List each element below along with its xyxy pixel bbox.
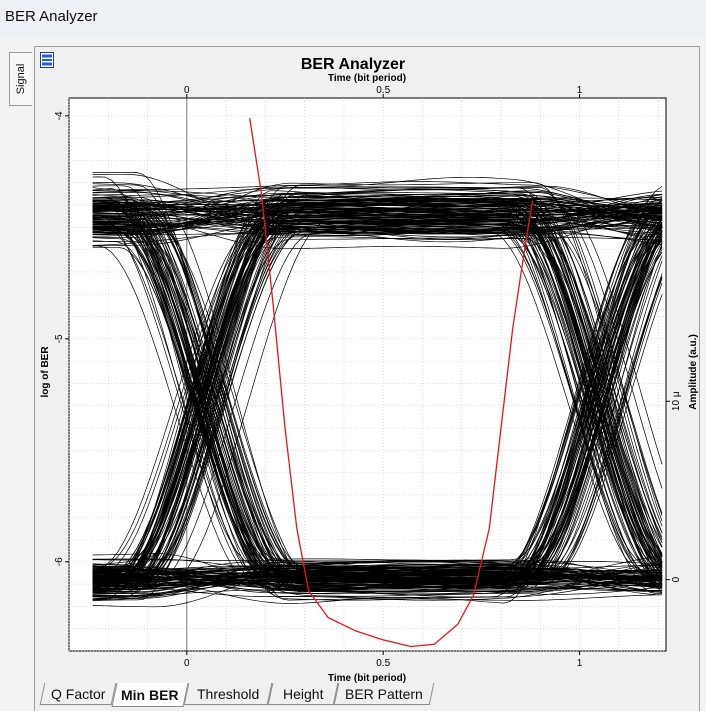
eye-trace	[92, 197, 663, 516]
eye-trace	[92, 224, 663, 578]
eye-trace	[92, 181, 663, 209]
tab-threshold[interactable]: Threshold	[183, 683, 273, 705]
eye-trace	[92, 200, 663, 587]
eye-trace	[92, 230, 663, 593]
window-titlebar: BER Analyzer	[0, 0, 706, 36]
eye-trace	[92, 576, 663, 585]
eye-trace	[92, 223, 663, 579]
tab-height[interactable]: Height	[267, 683, 339, 705]
eye-trace	[92, 204, 663, 583]
analyzer-window-icon[interactable]	[40, 52, 54, 68]
eye-trace	[92, 181, 663, 581]
y-tick-label-left: -6	[54, 557, 65, 566]
eye-trace	[92, 199, 663, 241]
eye-trace	[92, 232, 663, 600]
eye-trace	[92, 216, 663, 577]
y-tick-label-right: 0	[671, 576, 682, 582]
eye-trace	[92, 210, 663, 580]
x-tick-label-top: 0	[184, 85, 190, 96]
eye-trace	[92, 235, 663, 579]
tab-ber-pattern[interactable]: BER Pattern	[333, 683, 435, 705]
eye-traces	[92, 172, 663, 608]
eye-trace	[92, 216, 663, 582]
eye-trace	[92, 176, 663, 581]
eye-trace	[92, 210, 663, 593]
y-axis-label-right: Amplitude (a.u.)	[688, 334, 699, 410]
tab-height-label: Height	[282, 685, 324, 702]
eye-trace	[92, 198, 663, 581]
x-tick-label-bottom: 1	[577, 658, 583, 669]
x-axis-label-top: Time (bit period)	[328, 73, 406, 84]
tab-min-ber[interactable]: Min BER	[111, 683, 189, 707]
eye-trace	[92, 206, 663, 584]
eye-trace	[92, 188, 663, 591]
eye-trace	[92, 233, 663, 601]
y-tick-label-left: -5	[54, 334, 65, 343]
eye-trace	[92, 231, 663, 587]
eye-trace	[92, 211, 663, 568]
tab-ber-pattern-label: BER Pattern	[345, 685, 424, 702]
eye-trace	[92, 213, 663, 589]
eye-trace	[92, 207, 663, 232]
x-tick-label-bottom: 0.5	[376, 658, 390, 669]
eye-trace	[92, 213, 663, 250]
tab-q-factor-label: Q Factor	[50, 685, 106, 702]
window-title: BER Analyzer	[5, 8, 98, 25]
chart-title: BER Analyzer	[300, 56, 406, 73]
eye-trace	[92, 196, 663, 236]
eye-trace	[92, 186, 663, 527]
eye-trace	[92, 227, 663, 583]
eye-trace	[92, 190, 663, 591]
eye-trace	[92, 237, 663, 598]
eye-trace	[92, 207, 663, 601]
side-tab-signal[interactable]: Signal	[9, 52, 32, 106]
eye-trace	[92, 198, 663, 588]
eye-trace	[92, 574, 663, 595]
eye-trace	[92, 209, 663, 580]
eye-trace	[92, 202, 663, 563]
tab-min-ber-label: Min BER	[121, 686, 179, 703]
y-axis-label-left: log of BER	[40, 346, 51, 398]
y-tick-label-right: 10 μ	[671, 391, 682, 411]
eye-trace	[92, 202, 663, 217]
eye-trace	[92, 188, 663, 576]
tab-q-factor[interactable]: Q Factor	[39, 683, 117, 705]
ber-curve-layer	[249, 118, 534, 648]
eye-trace	[92, 560, 663, 594]
ber-curve	[249, 118, 534, 648]
tick-marks: 0 0 0.5 0.5 1 1 -4 -5 -6 10 μ 0	[54, 85, 682, 669]
eye-trace	[92, 216, 663, 579]
tab-threshold-label: Threshold	[196, 685, 260, 702]
eye-trace	[92, 206, 663, 577]
eye-trace	[92, 202, 663, 564]
y-tick-label-left: -4	[54, 111, 65, 120]
eye-trace	[92, 233, 663, 586]
eye-trace	[92, 200, 663, 217]
eye-trace	[92, 553, 663, 597]
x-axis-label-bottom: Time (bit period)	[328, 673, 406, 684]
x-tick-label-top: 0.5	[376, 85, 390, 96]
eye-trace	[92, 198, 663, 237]
eye-trace	[92, 208, 663, 577]
bottom-tab-bar: Q Factor Min BER Threshold Height BER Pa…	[38, 683, 698, 710]
eye-trace	[92, 209, 663, 604]
x-tick-label-top: 1	[577, 85, 583, 96]
eye-trace	[92, 225, 663, 585]
x-tick-label-bottom: 0	[184, 658, 190, 669]
eye-trace	[92, 199, 663, 564]
eye-trace	[92, 185, 663, 589]
eye-trace	[92, 567, 663, 608]
eye-trace	[92, 240, 663, 587]
